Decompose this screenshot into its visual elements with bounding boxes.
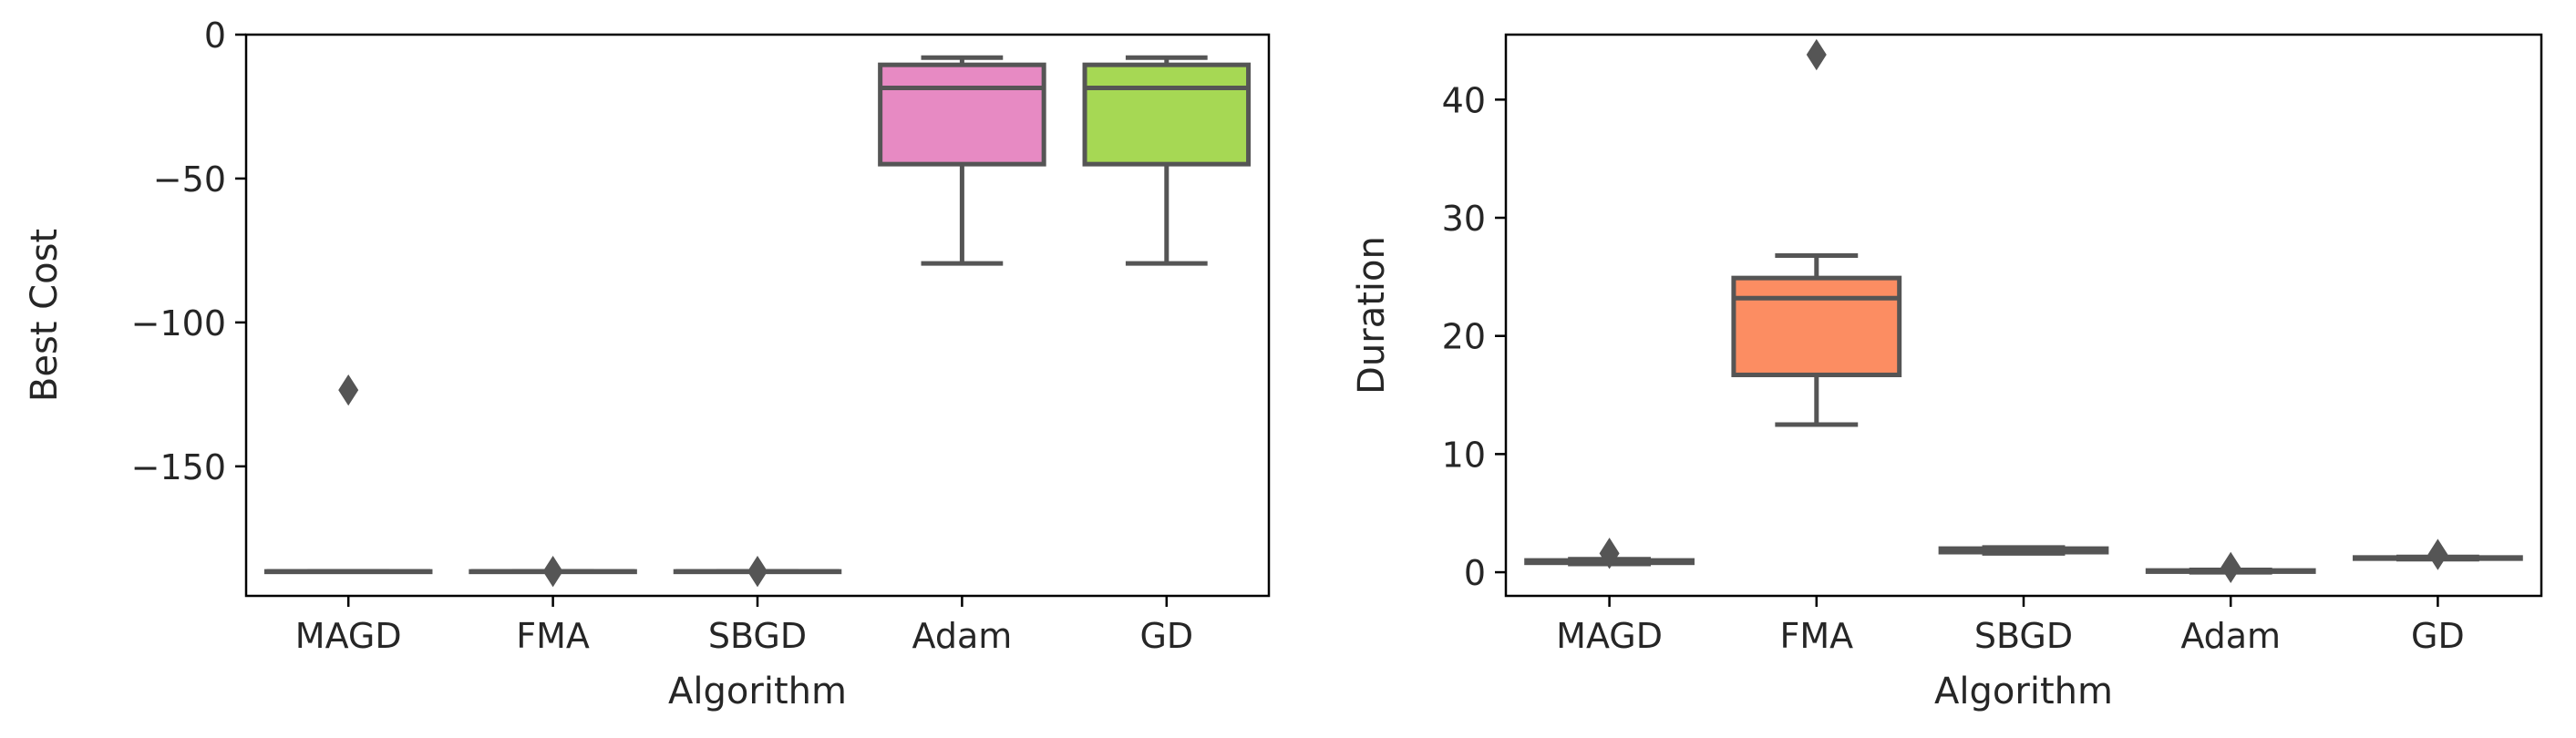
- duration-ytick-label: 20: [1442, 317, 1486, 357]
- duration-ytick-label: 0: [1464, 553, 1486, 593]
- duration-box-group-magd: [1524, 538, 1695, 569]
- best-cost-box-gd: [1082, 62, 1252, 167]
- duration-xtick-label-gd: GD: [2411, 616, 2465, 656]
- best-cost-xtick-label-gd: GD: [1139, 616, 1193, 656]
- duration-y-axis-label: Duration: [1351, 236, 1393, 395]
- duration-ytick-label: 40: [1442, 80, 1486, 120]
- duration-outlier-magd-0: [1599, 538, 1620, 569]
- duration-xtick-label-fma: FMA: [1779, 616, 1853, 656]
- best-cost-ytick-label: −150: [131, 447, 226, 487]
- best-cost-ytick-label: −100: [131, 303, 226, 343]
- best-cost-box-adam: [878, 62, 1046, 167]
- best-cost-panel: 0 −50 −100 −150 MAGD FMA SBGD Adam GD Algorithm Be…: [24, 15, 1271, 712]
- duration-box-fma: [1731, 275, 1902, 377]
- best-cost-ytick-label: −50: [153, 159, 226, 200]
- best-cost-ytick-label: 0: [204, 15, 226, 56]
- best-cost-box-group-gd: [1082, 55, 1252, 266]
- duration-box-group-gd: [2353, 538, 2523, 570]
- duration-ytick-label: 30: [1442, 199, 1486, 239]
- best-cost-outlier-fma-0: [542, 555, 563, 588]
- best-cost-xtick-label-adam: Adam: [912, 616, 1013, 656]
- duration-outlier-fma-0: [1806, 38, 1827, 71]
- best-cost-outlier-sbgd-0: [747, 555, 768, 588]
- duration-panel: 0 10 20 30 40 MAGD FMA SBGD Adam GD Algorithm Durat…: [1351, 33, 2543, 712]
- best-cost-box-group-adam: [878, 55, 1046, 266]
- duration-xtick-label-adam: Adam: [2180, 616, 2281, 656]
- best-cost-y-axis-label: Best Cost: [24, 229, 66, 402]
- duration-plot-frame: [1504, 33, 2543, 598]
- duration-x-axis-label: Algorithm: [1934, 671, 2113, 712]
- best-cost-box-group-fma: [469, 555, 637, 588]
- duration-xtick-label-sbgd: SBGD: [1974, 616, 2073, 656]
- best-cost-box-group-sbgd: [673, 555, 842, 588]
- duration-ytick-label: 10: [1442, 435, 1486, 475]
- best-cost-box-group-magd: [263, 374, 433, 575]
- duration-xtick-label-magd: MAGD: [1556, 616, 1663, 656]
- best-cost-outlier-magd-0: [338, 374, 359, 406]
- best-cost-xtick-label-sbgd: SBGD: [708, 616, 807, 656]
- duration-outlier-adam-0: [2221, 551, 2241, 584]
- duration-box-group-adam: [2145, 551, 2316, 584]
- duration-box-group-fma: [1731, 38, 1902, 427]
- duration-box-group-sbgd: [1938, 545, 2109, 556]
- best-cost-x-axis-label: Algorithm: [668, 671, 847, 712]
- best-cost-xtick-label-fma: FMA: [516, 616, 590, 656]
- best-cost-xtick-label-magd: MAGD: [295, 616, 402, 656]
- duration-outlier-gd-0: [2427, 538, 2448, 570]
